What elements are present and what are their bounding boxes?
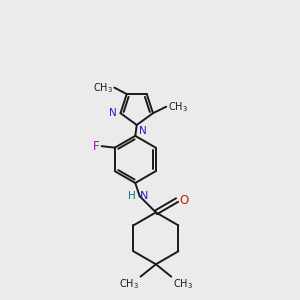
Text: CH$_3$: CH$_3$ xyxy=(173,277,193,291)
Text: N: N xyxy=(140,191,148,201)
Text: CH$_3$: CH$_3$ xyxy=(119,277,139,291)
Text: O: O xyxy=(179,194,189,207)
Text: H: H xyxy=(128,191,136,201)
Text: N: N xyxy=(109,108,117,118)
Text: N: N xyxy=(139,126,147,136)
Text: CH$_3$: CH$_3$ xyxy=(93,81,112,94)
Text: CH$_3$: CH$_3$ xyxy=(168,100,188,114)
Text: F: F xyxy=(93,140,100,153)
